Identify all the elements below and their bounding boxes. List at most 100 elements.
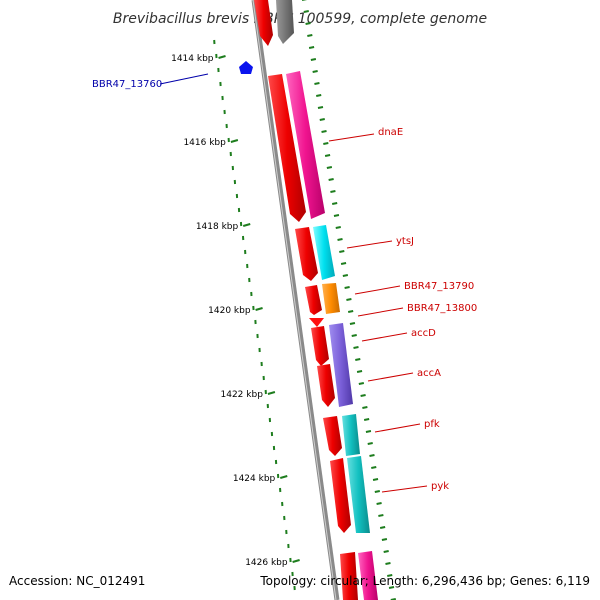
track-tick: [347, 310, 354, 313]
kbp-label: 1426 kbp: [245, 558, 288, 568]
kbp-tick: [255, 307, 263, 311]
gene-label[interactable]: accA: [417, 368, 441, 379]
gene-feature[interactable]: [254, 0, 273, 46]
track-tick: [349, 322, 356, 325]
track-tick: [355, 358, 361, 361]
track-tick: [362, 406, 368, 409]
gene-feature[interactable]: [268, 74, 306, 222]
gene-feature[interactable]: [305, 285, 322, 315]
kbp-tick: [230, 139, 239, 143]
gene-leader-line: [367, 372, 414, 382]
track-tick: [319, 118, 325, 121]
track-tick: [371, 466, 377, 469]
kbp-tick: [218, 55, 226, 59]
kbp-label: 1424 kbp: [233, 474, 276, 484]
kbp-tick: [242, 223, 251, 227]
gene-feature[interactable]: [309, 318, 324, 327]
track-tick: [324, 154, 331, 157]
kbp-tick: [292, 559, 300, 563]
track-tick: [369, 454, 375, 457]
track-tick: [344, 286, 350, 289]
track-tick: [378, 514, 384, 517]
gene-feature[interactable]: [313, 225, 335, 280]
track-tick: [333, 214, 340, 217]
position-scale: 1414 kbp 1416 kbp 1418 kbp 1420 kbp 1422 kbp…: [171, 54, 300, 568]
track-tick: [337, 238, 343, 241]
track-tick: [330, 190, 336, 193]
track-tick: [379, 526, 386, 529]
gene-feature[interactable]: [330, 458, 351, 533]
gene-label[interactable]: accD: [411, 328, 436, 339]
track-tick: [335, 226, 341, 229]
gene-feature[interactable]: [340, 552, 358, 600]
track-tick: [303, 10, 309, 13]
gene-feature[interactable]: [347, 456, 370, 533]
track-tick: [323, 142, 329, 145]
track-tick: [365, 430, 372, 433]
gene-label[interactable]: BBR47_13790: [404, 281, 474, 292]
track-tick: [351, 334, 357, 337]
track-tick: [346, 298, 352, 301]
kbp-tick: [279, 475, 288, 479]
gene-feature[interactable]: [239, 61, 253, 74]
track-tick: [387, 574, 393, 577]
track-tick: [353, 346, 359, 349]
track-tick: [339, 250, 345, 253]
gene-leader-line: [374, 423, 421, 433]
gene-label[interactable]: pfk: [424, 419, 440, 430]
gene-leader-line: [361, 332, 408, 342]
track-tick: [328, 178, 334, 181]
accession-text: Accession: NC_012491: [9, 574, 145, 588]
position-dot-track: [213, 39, 296, 591]
track-tick: [374, 490, 381, 493]
map-title: Brevibacillus brevis NBRC 100599, comple…: [113, 11, 487, 27]
kbp-label: 1422 kbp: [221, 390, 264, 400]
gene-feature[interactable]: [322, 283, 340, 314]
gene-label[interactable]: BBR47_13760: [92, 79, 162, 90]
gene-feature[interactable]: [329, 323, 353, 407]
track-tick: [305, 22, 311, 25]
gene-labels: BBR47_13760 dnaE ytsJ BBR47_13790 BBR47_1380…: [92, 73, 477, 493]
right-tick-track: [302, 0, 396, 600]
track-tick: [340, 262, 347, 265]
gene-feature[interactable]: [323, 416, 342, 456]
gene-leader-line: [381, 485, 428, 493]
track-tick: [314, 82, 320, 85]
kbp-label: 1420 kbp: [208, 306, 251, 316]
track-tick: [321, 130, 327, 133]
track-tick: [372, 478, 379, 481]
gene-feature[interactable]: [311, 326, 329, 366]
gene-leader-line: [159, 73, 209, 85]
topology-text: Topology: circular; Length: 6,296,436 bp…: [259, 574, 590, 588]
track-tick: [307, 34, 313, 37]
gene-leader-line: [328, 133, 375, 142]
gene-leader-line: [354, 285, 401, 295]
track-tick: [388, 586, 395, 589]
gene-label[interactable]: ytsJ: [396, 236, 414, 247]
gene-feature[interactable]: [358, 551, 378, 600]
track-tick: [358, 382, 365, 385]
kbp-label: 1418 kbp: [196, 222, 239, 232]
track-tick: [381, 538, 388, 541]
kbp-label: 1416 kbp: [183, 138, 226, 148]
gene-label[interactable]: pyk: [431, 481, 449, 492]
gene-label[interactable]: dnaE: [378, 127, 403, 138]
gene-feature[interactable]: [317, 364, 335, 407]
gene-feature[interactable]: [295, 227, 318, 281]
gene-leader-line: [357, 307, 404, 317]
gene-feature[interactable]: [276, 0, 294, 44]
track-tick: [360, 394, 366, 397]
track-tick: [367, 442, 373, 445]
gene-label[interactable]: BBR47_13800: [407, 303, 477, 314]
gene-feature[interactable]: [342, 414, 360, 456]
track-tick: [363, 418, 370, 421]
kbp-label: 1414 kbp: [171, 54, 214, 64]
gene-feature[interactable]: [286, 71, 325, 219]
track-tick: [342, 274, 349, 277]
track-tick: [317, 106, 324, 109]
kbp-tick: [267, 391, 276, 395]
track-tick: [310, 58, 317, 61]
track-tick: [356, 370, 363, 373]
track-tick: [308, 46, 315, 49]
